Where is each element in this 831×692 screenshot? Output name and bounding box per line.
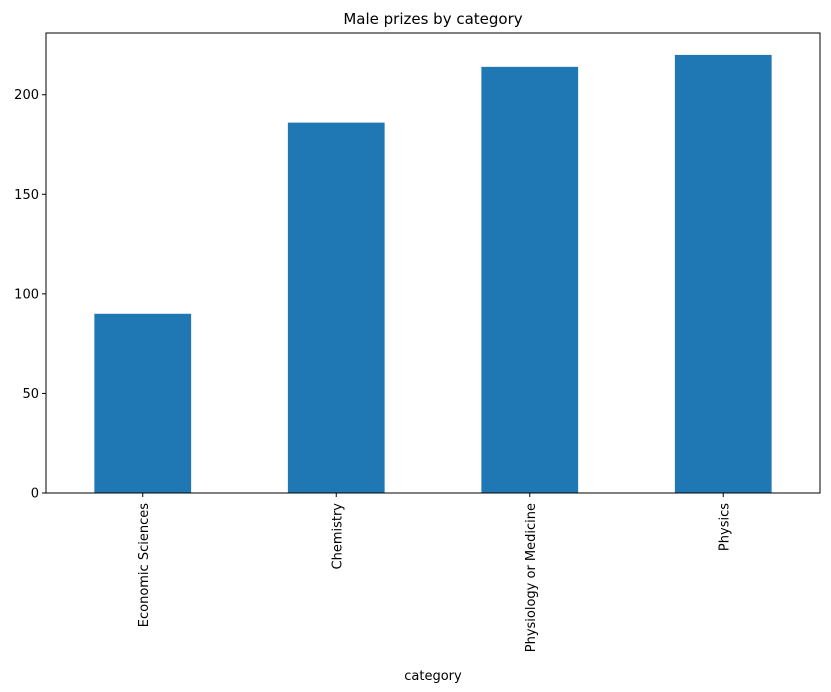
y-axis: 0 50 100 150 200 [14,88,46,502]
y-tick-label: 50 [22,387,39,402]
bar-physiology-or-medicine [481,66,579,493]
y-tick-label: 150 [14,188,39,203]
x-axis: Economic Sciences Chemistry Physiology or … [137,493,732,652]
bars-group [94,54,772,494]
x-axis-label: category [404,669,462,684]
y-tick-label: 0 [31,487,39,502]
bar-physics [674,54,772,494]
bar-chemistry [287,122,385,494]
chart-title: Male prizes by category [343,10,522,28]
x-tick-label: Physiology or Medicine [524,503,539,652]
x-tick-label: Economic Sciences [137,503,152,627]
x-tick-label: Physics [717,503,732,551]
y-tick-label: 200 [14,88,39,103]
y-tick-label: 100 [14,287,39,302]
bar-economic-sciences [94,313,192,493]
x-tick-label: Chemistry [330,503,345,570]
plot-frame [45,32,821,494]
